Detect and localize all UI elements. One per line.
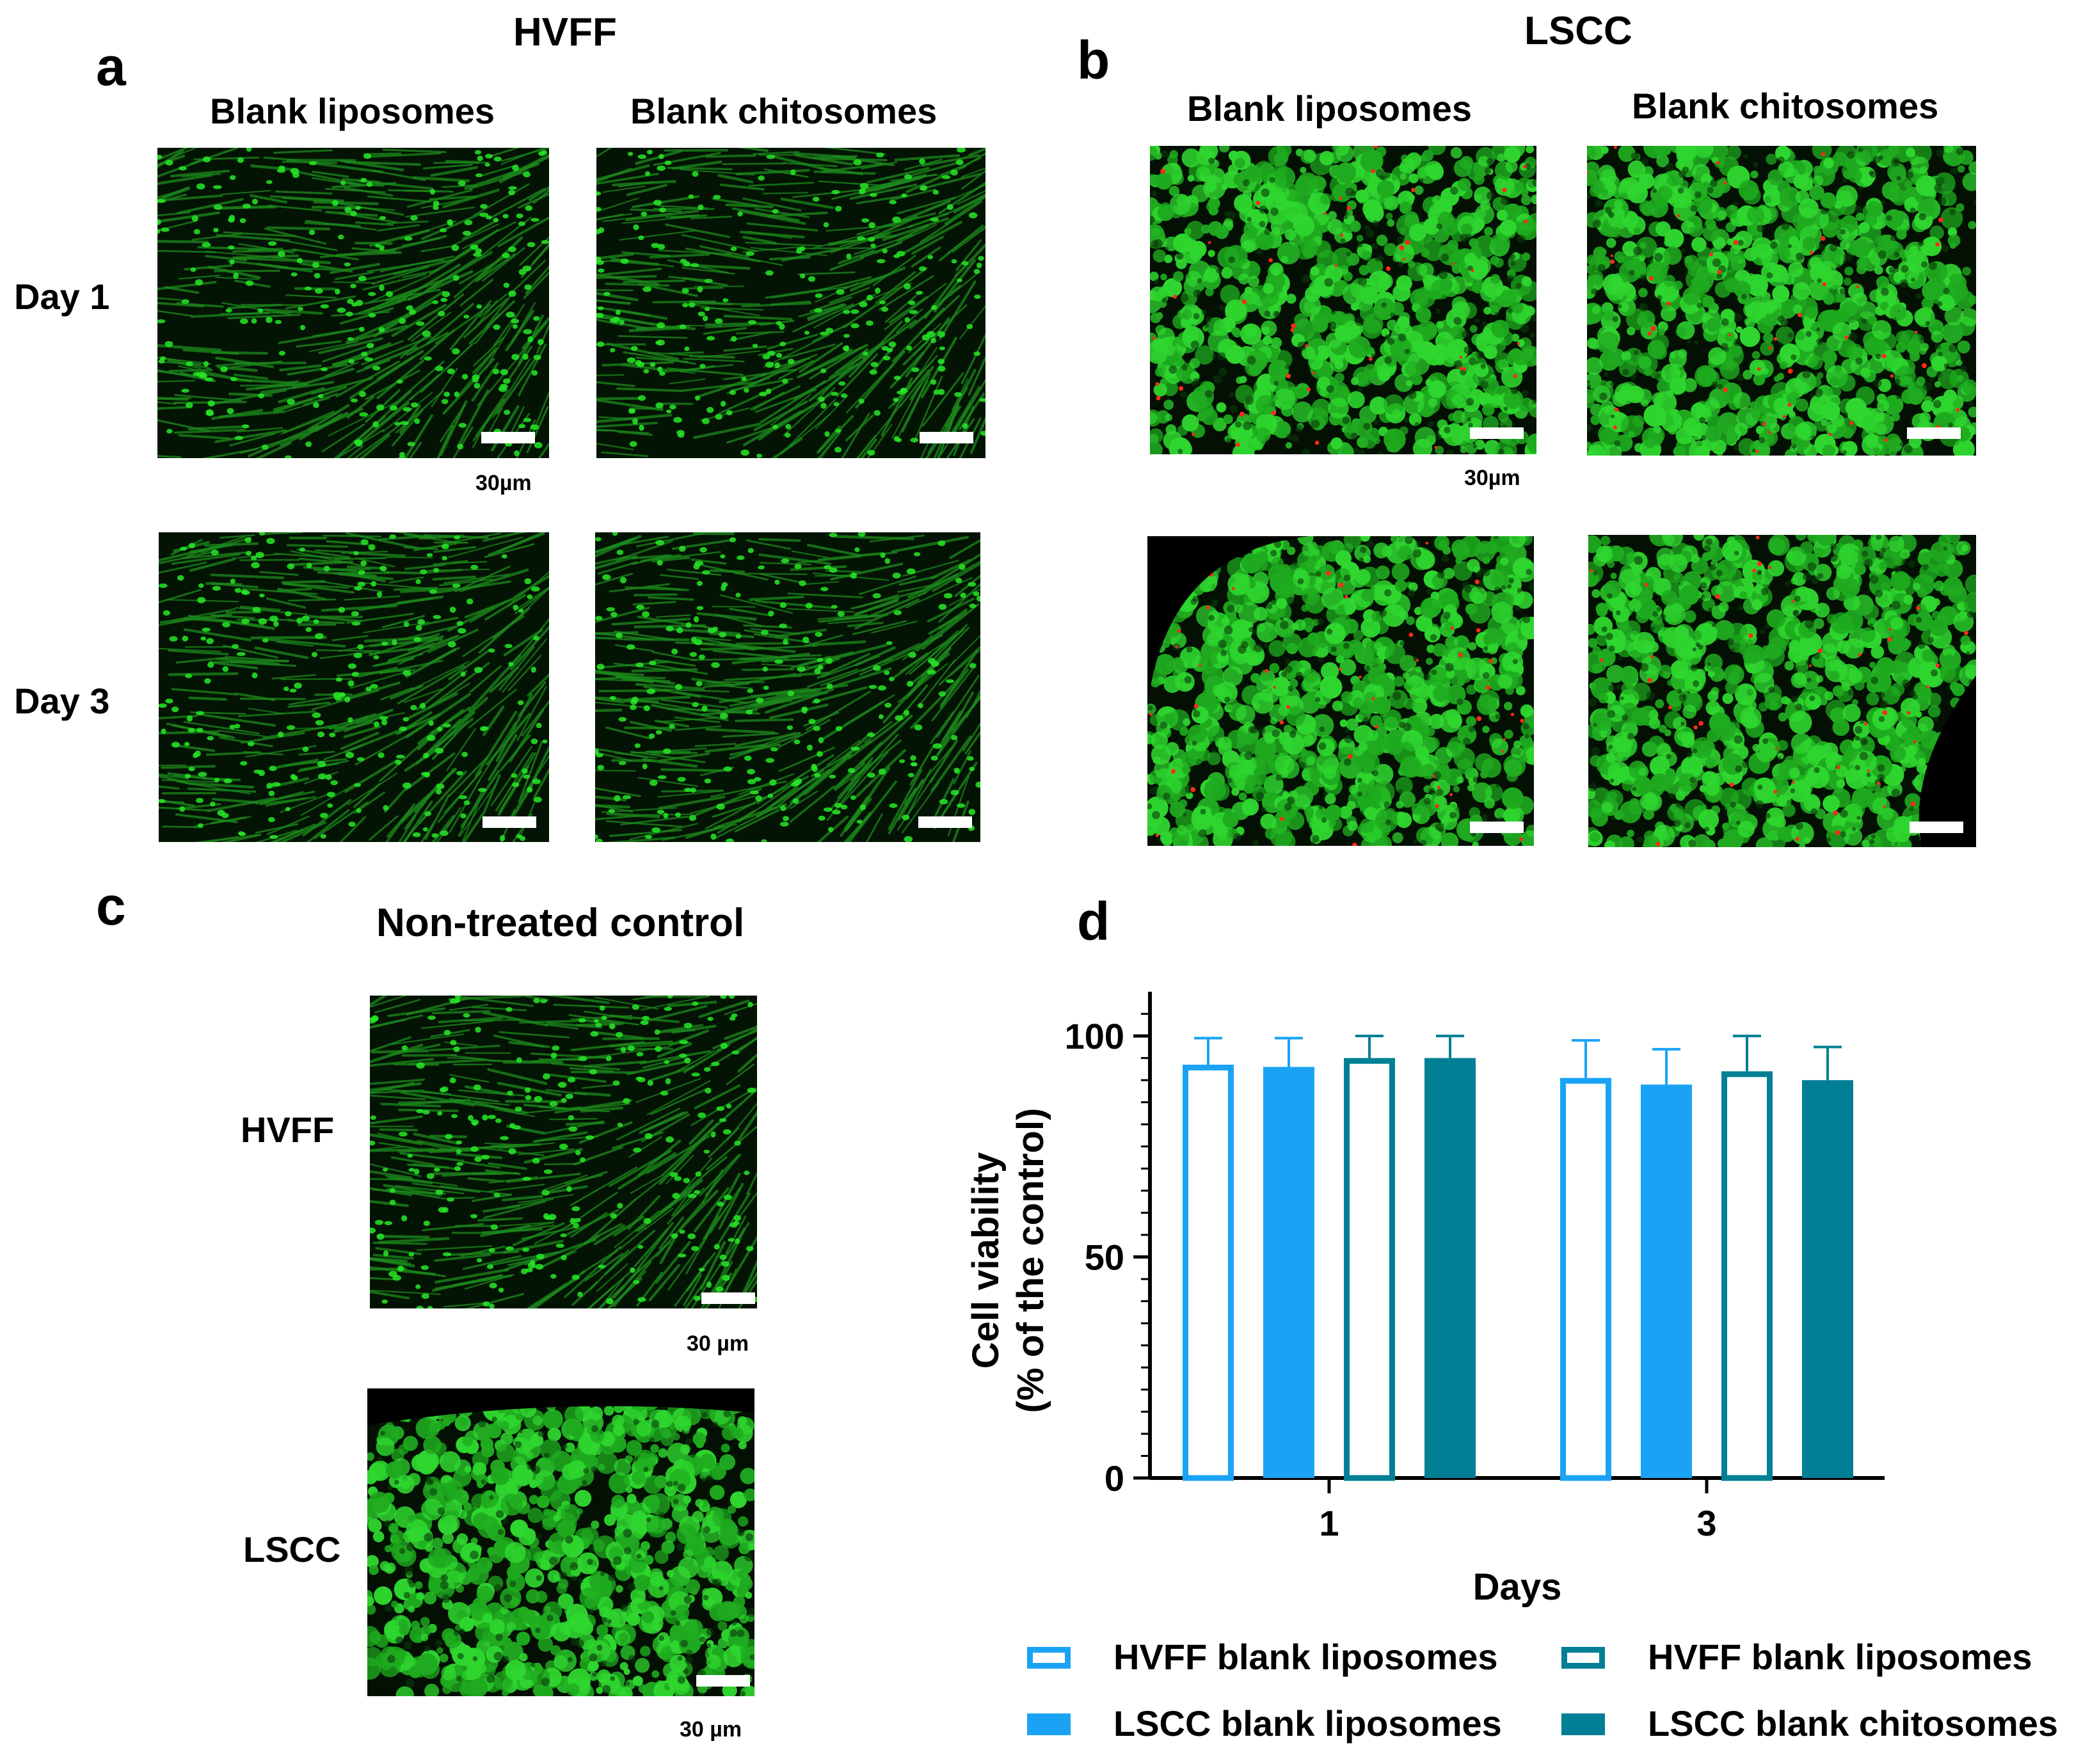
panel-letter-d: d (1077, 891, 1110, 951)
y-tick-label: 50 (1085, 1237, 1124, 1278)
y-tick-label: 0 (1105, 1458, 1124, 1498)
micrograph-lscc-liposomes-day3 (1147, 536, 1534, 846)
legend-label: LSCC blank liposomes (1113, 1703, 1502, 1744)
micrograph-lscc-chitosomes-day1 (1587, 146, 1976, 456)
panel-b-scale-label: 30µm (1464, 466, 1520, 490)
x-axis-label: Days (1473, 1566, 1562, 1608)
legend-swatch-solid-teal (1561, 1713, 1605, 1735)
bar-hvff-blank-liposomes-day3 (1560, 1077, 1611, 1481)
bar-lscc-blank-liposomes-day1 (1263, 1067, 1314, 1478)
panel-a-row-label-day1: Day 1 (14, 276, 110, 317)
micrograph-lscc-chitosomes-day3 (1588, 535, 1976, 847)
legend-label: HVFF blank liposomes (1113, 1637, 1498, 1677)
legend-item-hvff-liposomes: HVFF blank liposomes (1027, 1638, 1603, 1676)
panel-b-column-title-chitosomes: Blank chitosomes (1632, 86, 1939, 126)
scale-bar (701, 1292, 755, 1304)
scale-bar (1910, 822, 1963, 833)
bar-hvff-blank-liposomes-day1 (1344, 1058, 1395, 1481)
micrograph-hvff-liposomes-day1 (157, 148, 549, 458)
micrograph-control-hvff (370, 996, 757, 1308)
panel-c-row-label-lscc: LSCC (243, 1529, 341, 1569)
scale-bar (1907, 427, 1961, 439)
legend-swatch-solid-lightblue (1027, 1713, 1071, 1735)
panel-letter-c: c (96, 876, 126, 936)
legend-label: LSCC blank chitosomes (1648, 1703, 2059, 1744)
legend-swatch-hollow-lightblue (1027, 1647, 1071, 1669)
scale-bar (483, 816, 536, 828)
micrograph-control-lscc (367, 1388, 754, 1696)
scale-bar (1470, 427, 1524, 439)
panel-c-title: Non-treated control (376, 901, 745, 945)
bar-lscc-blank-chitosomes-day1 (1424, 1058, 1476, 1478)
panel-c-scale-label-lscc: 30 µm (680, 1717, 742, 1742)
panel-a-title: HVFF (513, 10, 617, 54)
bar-hvff-blank-liposomes-day1 (1183, 1065, 1234, 1481)
panel-c-scale-label-hvff: 30 µm (687, 1331, 749, 1356)
panel-letter-a: a (96, 36, 126, 97)
micrograph-hvff-chitosomes-day1 (596, 148, 985, 458)
legend-label: HVFF blank liposomes (1648, 1637, 2032, 1677)
panel-b-column-title-liposomes: Blank liposomes (1187, 88, 1472, 129)
panel-c-row-label-hvff: HVFF (241, 1109, 335, 1150)
scale-bar (481, 432, 535, 443)
panel-letter-b: b (1077, 30, 1110, 90)
scale-bar (696, 1675, 750, 1687)
micrograph-hvff-chitosomes-day3 (595, 532, 980, 842)
micrograph-lscc-liposomes-day1 (1150, 146, 1536, 454)
x-tick-label: 3 (1696, 1503, 1716, 1543)
y-axis-label-line2: (% of the control) (1010, 1108, 1051, 1413)
panel-a-row-label-day3: Day 3 (14, 681, 110, 721)
legend-item-lscc-chitosomes: LSCC blank chitosomes (1561, 1704, 2090, 1743)
scale-bar (918, 816, 972, 828)
panel-a-scale-label: 30µm (475, 471, 532, 495)
viability-bar-chart: 0 50 100 1 3 Days Cell viability (% of the cont… (965, 992, 1885, 1608)
legend-item-lscc-liposomes: LSCC blank liposomes (1027, 1704, 1603, 1743)
bar-lscc-blank-chitosomes-day3 (1802, 1080, 1853, 1478)
x-tick-label: 1 (1319, 1503, 1339, 1543)
legend-item-hvff-liposomes-teal: HVFF blank liposomes (1561, 1638, 2090, 1676)
y-axis-label-line1: Cell viability (965, 1152, 1007, 1369)
panel-a-column-title-chitosomes: Blank chitosomes (630, 91, 937, 131)
panel-a-column-title-liposomes: Blank liposomes (210, 91, 495, 131)
scale-bar (1470, 822, 1524, 833)
micrograph-hvff-liposomes-day3 (159, 532, 549, 842)
panel-b-title: LSCC (1524, 9, 1632, 53)
y-tick-label: 100 (1065, 1016, 1124, 1056)
bar-hvff-blank-liposomes-day3 (1721, 1071, 1773, 1481)
bar-lscc-blank-liposomes-day3 (1641, 1085, 1692, 1478)
scale-bar (920, 432, 973, 443)
legend-swatch-hollow-teal (1561, 1647, 1605, 1669)
